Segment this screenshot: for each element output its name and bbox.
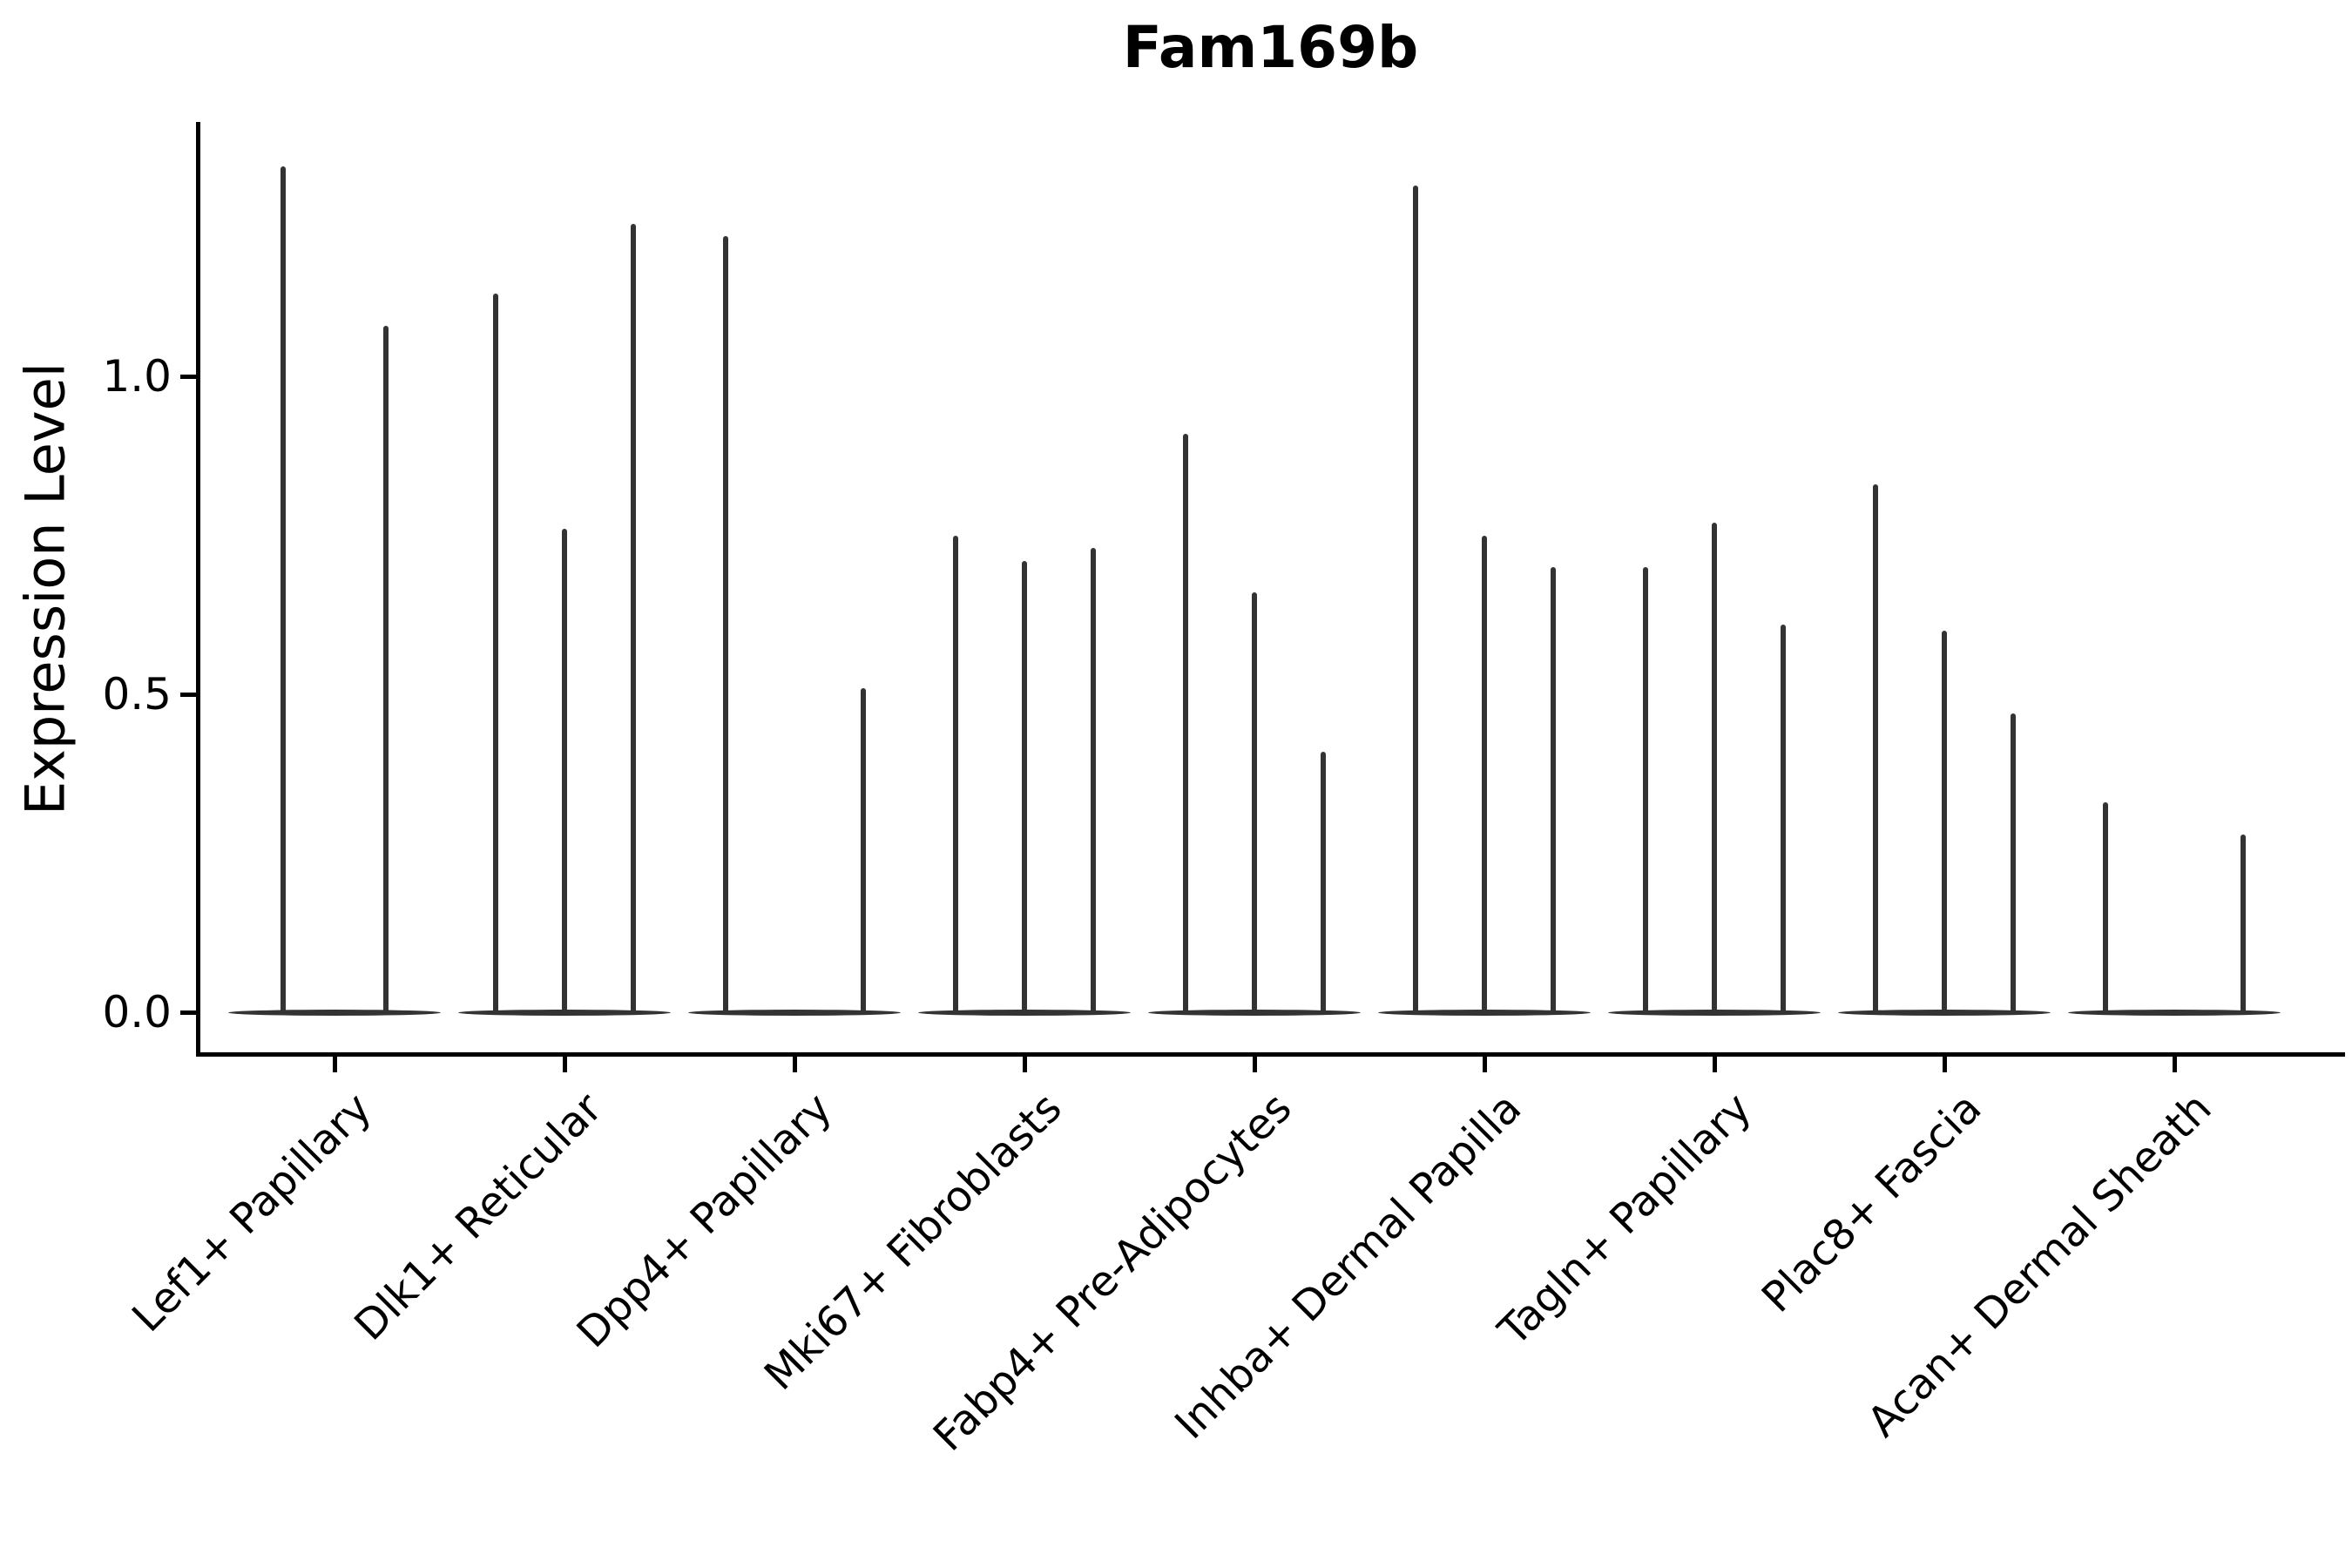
violin-spike	[861, 687, 867, 1015]
x-tick-mark	[1942, 1057, 1947, 1072]
violin-spike	[631, 223, 637, 1015]
x-tick-label: Dlk1+ Reticular	[344, 1084, 612, 1350]
x-tick-label: Plac8+ Fascia	[1753, 1084, 1991, 1322]
violin-spike	[1551, 567, 1557, 1015]
violin-spike	[1942, 631, 1947, 1015]
x-tick-mark	[792, 1057, 797, 1072]
violin-spike	[492, 294, 498, 1015]
x-tick-mark	[1252, 1057, 1257, 1072]
violin-spike	[952, 535, 958, 1015]
violin-spike	[1252, 592, 1257, 1015]
violin-spike	[1321, 751, 1327, 1015]
violin-spike	[2240, 834, 2247, 1015]
y-tick-label: 0.5	[102, 669, 172, 720]
x-axis-line	[196, 1052, 2345, 1057]
violin-baseline	[228, 1009, 441, 1016]
y-axis-line	[196, 122, 200, 1057]
y-tick-mark	[180, 692, 196, 697]
violin-spike	[2102, 802, 2108, 1015]
violin-spike	[1482, 535, 1487, 1015]
violin-spike	[1642, 567, 1648, 1015]
y-tick-mark	[180, 1010, 196, 1015]
x-tick-label: Lef1+ Papillary	[123, 1084, 382, 1342]
violin-spike	[1022, 560, 1027, 1015]
violin-spike	[1872, 484, 1878, 1015]
x-tick-mark	[1482, 1057, 1487, 1072]
x-tick-mark	[1022, 1057, 1027, 1072]
violin-baseline	[688, 1009, 901, 1016]
x-tick-label: Tagln+ Papillary	[1489, 1084, 1761, 1355]
y-tick-label: 1.0	[102, 351, 172, 402]
y-tick-label: 0.0	[102, 987, 172, 1037]
x-tick-label: Dpp4+ Papillary	[567, 1084, 841, 1358]
violin-spike	[383, 325, 389, 1015]
violin-spike	[2011, 713, 2017, 1015]
violin-baseline	[2068, 1009, 2281, 1016]
violin-spike	[280, 166, 286, 1015]
y-axis-label: Expression Level	[13, 362, 78, 815]
x-tick-mark	[1712, 1057, 1717, 1072]
violin-spike	[1712, 522, 1717, 1015]
x-tick-mark	[2172, 1057, 2177, 1072]
violin-spike	[1412, 186, 1418, 1015]
violin-spike	[562, 529, 567, 1015]
violin-spike	[1091, 548, 1097, 1015]
plot-title: Fam169b	[1122, 14, 1419, 81]
y-tick-mark	[180, 374, 196, 379]
violin-spike	[1182, 433, 1188, 1015]
violin-spike	[722, 236, 728, 1015]
x-tick-mark	[332, 1057, 337, 1072]
x-tick-mark	[562, 1057, 567, 1072]
violin-spike	[1781, 624, 1787, 1015]
